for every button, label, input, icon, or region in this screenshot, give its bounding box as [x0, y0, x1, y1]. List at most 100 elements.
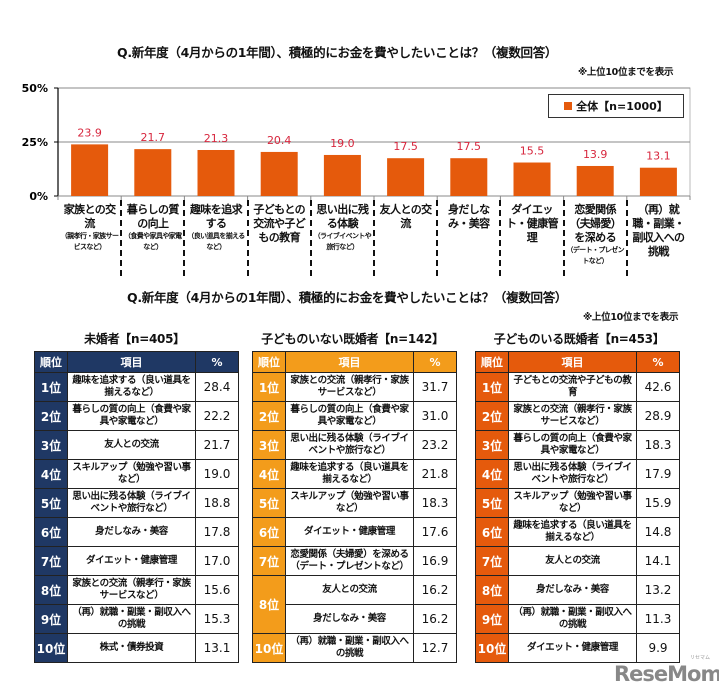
rank-cell: 8位: [34, 575, 68, 605]
table-row: 身だしなみ・美容 16.2: [253, 604, 457, 634]
table-row: 6位 ダイエット・健康管理 17.6: [252, 517, 457, 547]
rank-cell: 8位: [475, 575, 509, 605]
y-tick-label: 0%: [29, 190, 48, 203]
item-cell: 趣味を追求する（良い道具を揃えるなど）: [508, 517, 637, 547]
table-row: 4位 思い出に残る体験（ライブイベントや旅行など） 17.9: [475, 459, 680, 489]
pct-cell: 31.7: [413, 372, 457, 402]
bar: [260, 151, 298, 196]
category-divider: [499, 200, 502, 276]
rank-cell: 5位: [252, 488, 286, 518]
bar-value-label: 15.5: [520, 145, 545, 158]
table-row: 5位 スキルアップ（勉強や習い事など） 18.3: [252, 488, 457, 518]
item-cell: 趣味を追求する（良い道具を揃えるなど）: [285, 459, 414, 489]
table-row: 10位 （再）就職・副業・副収入への挑戦 12.7: [252, 633, 457, 663]
item-cell: 暮らしの質の向上（食費や家具や家電など）: [285, 401, 414, 431]
pct-cell: 15.6: [195, 575, 239, 605]
x-category-label: 暮らしの質の向上 （食費や家具や家電など）: [124, 203, 182, 253]
pct-cell: 16.9: [413, 546, 457, 576]
item-cell: ダイエット・健康管理: [508, 633, 637, 663]
category-divider: [625, 200, 628, 276]
category-divider: [120, 200, 123, 276]
pct-cell: 42.6: [636, 372, 680, 402]
table-row: 2位 暮らしの質の向上（食費や家具や家電など） 31.0: [252, 401, 457, 431]
legend-swatch: [564, 102, 573, 110]
bar-chart: 0% 25% 50% 23.9 21.7 21.3 20.4 19.0 17.5 17.5 15.5…: [22, 82, 691, 203]
table-title-married-with-kids: 子どものいる既婚者【n=453】: [493, 332, 665, 346]
item-cell: 友人との交流: [285, 575, 414, 605]
table-title-single: 未婚者【n=405】: [84, 332, 185, 346]
x-category-main: 子どもとの交流や子どもの教育: [253, 203, 306, 244]
item-cell: スキルアップ（勉強や習い事など）: [285, 488, 414, 518]
x-category-label: 思い出に残る体験 （ライブイベントや旅行など）: [313, 203, 372, 253]
legend-label: 全体【n=1000】: [576, 100, 668, 113]
pct-cell: 22.2: [195, 401, 239, 431]
pct-cell: 23.2: [413, 430, 457, 460]
table-row: 7位 ダイエット・健康管理 17.0: [34, 546, 239, 576]
chart-note: ※上位10位までを表示: [578, 67, 674, 78]
table-row: 7位 恋愛関係（夫婦愛）を深める（デート・プレゼントなど） 16.9: [252, 546, 457, 576]
table-row: 5位 思い出に残る体験（ライブイベントや旅行など） 18.8: [34, 488, 239, 518]
item-cell: 家族との交流（親孝行・家族サービスなど）: [285, 372, 414, 402]
header-item: 項目: [508, 351, 637, 373]
rank-cell: 3位: [34, 430, 68, 460]
x-category-main: 友人との交流: [379, 203, 432, 230]
pct-cell: 13.2: [636, 575, 680, 605]
x-category-main: 暮らしの質の向上: [126, 203, 180, 230]
bar: [387, 158, 425, 196]
rank-cell: 6位: [34, 517, 68, 547]
rank-cell: 1位: [475, 372, 509, 402]
x-category-main: 家族との交流: [63, 203, 116, 230]
pct-cell: 17.8: [195, 517, 239, 547]
x-category-main: 思い出に残る体験: [316, 203, 369, 230]
rank-cell: 10位: [252, 633, 286, 663]
bar-value-label: 17.5: [393, 140, 418, 153]
item-cell: 株式・債券投資: [67, 633, 196, 663]
rank-cell: 7位: [34, 546, 68, 576]
x-category-sub: （ライブイベントや旅行など）: [313, 232, 372, 251]
x-category-label: 子どもとの交流や子どもの教育: [250, 203, 308, 245]
bar: [71, 144, 109, 196]
pct-cell: 18.3: [413, 488, 457, 518]
bar: [197, 149, 235, 196]
pct-cell: 19.0: [195, 459, 239, 489]
rank-cell: 2位: [34, 401, 68, 431]
table-row: 2位 暮らしの質の向上（食費や家具や家電など） 22.2: [34, 401, 239, 431]
bar-value-label: 23.9: [77, 126, 102, 139]
header-rank: 順位: [252, 351, 286, 373]
table-row: 3位 友人との交流 21.7: [34, 430, 239, 460]
rank-cell: 1位: [34, 372, 68, 402]
item-cell: 思い出に残る体験（ライブイベントや旅行など）: [67, 488, 196, 518]
table-row: 3位 暮らしの質の向上（食費や家具や家電など） 18.3: [475, 430, 680, 460]
x-category-main: （再）就職・副業・副収入への挑戦: [632, 203, 685, 258]
bar: [513, 162, 551, 196]
ranking-table-married-with-kids: 順位 項目% 1位 子どもとの交流や子どもの教育 42.6 2位 家族との交流（親孝行・家族…: [475, 351, 680, 663]
x-category-label: 身だしなみ・美容: [440, 203, 498, 231]
table-row: 3位 思い出に残る体験（ライブイベントや旅行など） 23.2: [252, 430, 457, 460]
pct-cell: 28.9: [636, 401, 680, 431]
item-cell: （再）就職・副業・副収入への挑戦: [285, 633, 414, 663]
rank-cell: 4位: [34, 459, 68, 489]
item-cell: 暮らしの質の向上（食費や家具や家電など）: [508, 430, 637, 460]
rank-cell: 6位: [252, 517, 286, 547]
x-category-label: 恋愛関係（夫婦愛）を深める （デート・プレゼントなど）: [566, 203, 624, 267]
rank-cell: 6位: [475, 517, 509, 547]
x-category-sub: （デート・プレゼントなど）: [566, 246, 624, 265]
pct-cell: 31.0: [413, 401, 457, 431]
x-category-main: 身だしなみ・美容: [447, 203, 490, 230]
table-header-row: 順位 項目%: [34, 351, 239, 373]
table-row: 6位 趣味を追求する（良い道具を揃えるなど） 14.8: [475, 517, 680, 547]
rank-cell: 2位: [475, 401, 509, 431]
item-cell: ダイエット・健康管理: [67, 546, 196, 576]
pct-cell: 14.8: [636, 517, 680, 547]
header-pct: %: [413, 351, 457, 373]
pct-cell: 12.7: [413, 633, 457, 663]
x-category-label: 趣味を追求する （良い道具を揃えるなど）: [187, 203, 245, 253]
x-category-main: 恋愛関係（夫婦愛）を深める: [569, 203, 622, 244]
table-row: 1位 趣味を追求する（良い道具を揃えるなど） 28.4: [34, 372, 239, 402]
table-row: 2位 家族との交流（親孝行・家族サービスなど） 28.9: [475, 401, 680, 431]
item-cell: 身だしなみ・美容: [285, 604, 414, 634]
pct-cell: 9.9: [636, 633, 680, 663]
table-row: 8位 身だしなみ・美容 13.2: [475, 575, 680, 605]
table-row: 8位 友人との交流 16.2: [252, 575, 457, 634]
item-cell: 思い出に残る体験（ライブイベントや旅行など）: [285, 430, 414, 460]
